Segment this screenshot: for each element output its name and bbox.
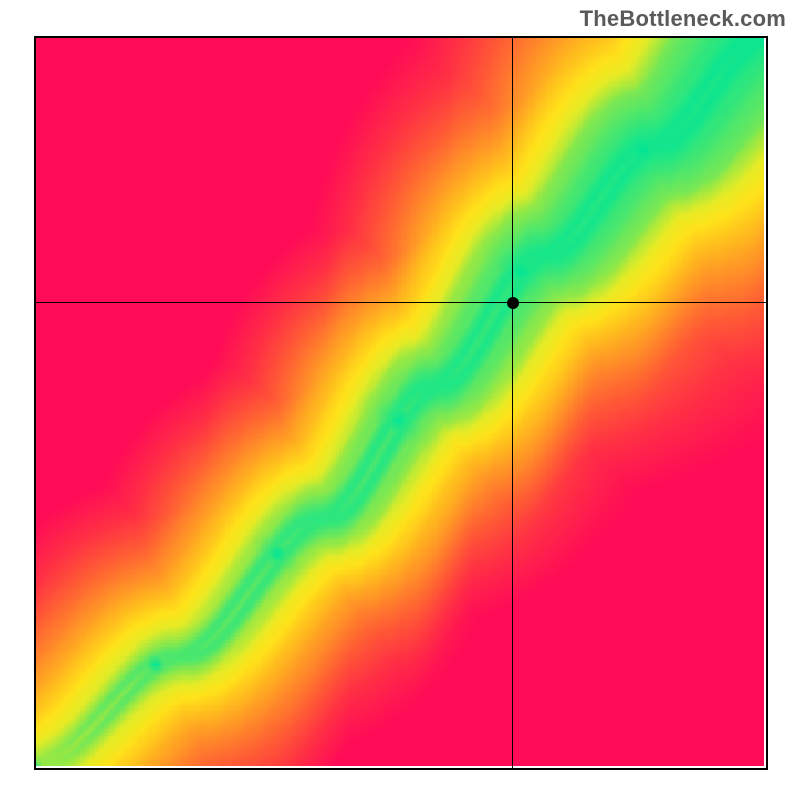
heatmap-canvas: [34, 36, 764, 766]
crosshair-marker: [507, 297, 519, 309]
watermark-text: TheBottleneck.com: [580, 6, 786, 32]
crosshair-horizontal: [34, 302, 768, 303]
heatmap-plot: [34, 36, 768, 770]
crosshair-vertical: [512, 36, 513, 770]
